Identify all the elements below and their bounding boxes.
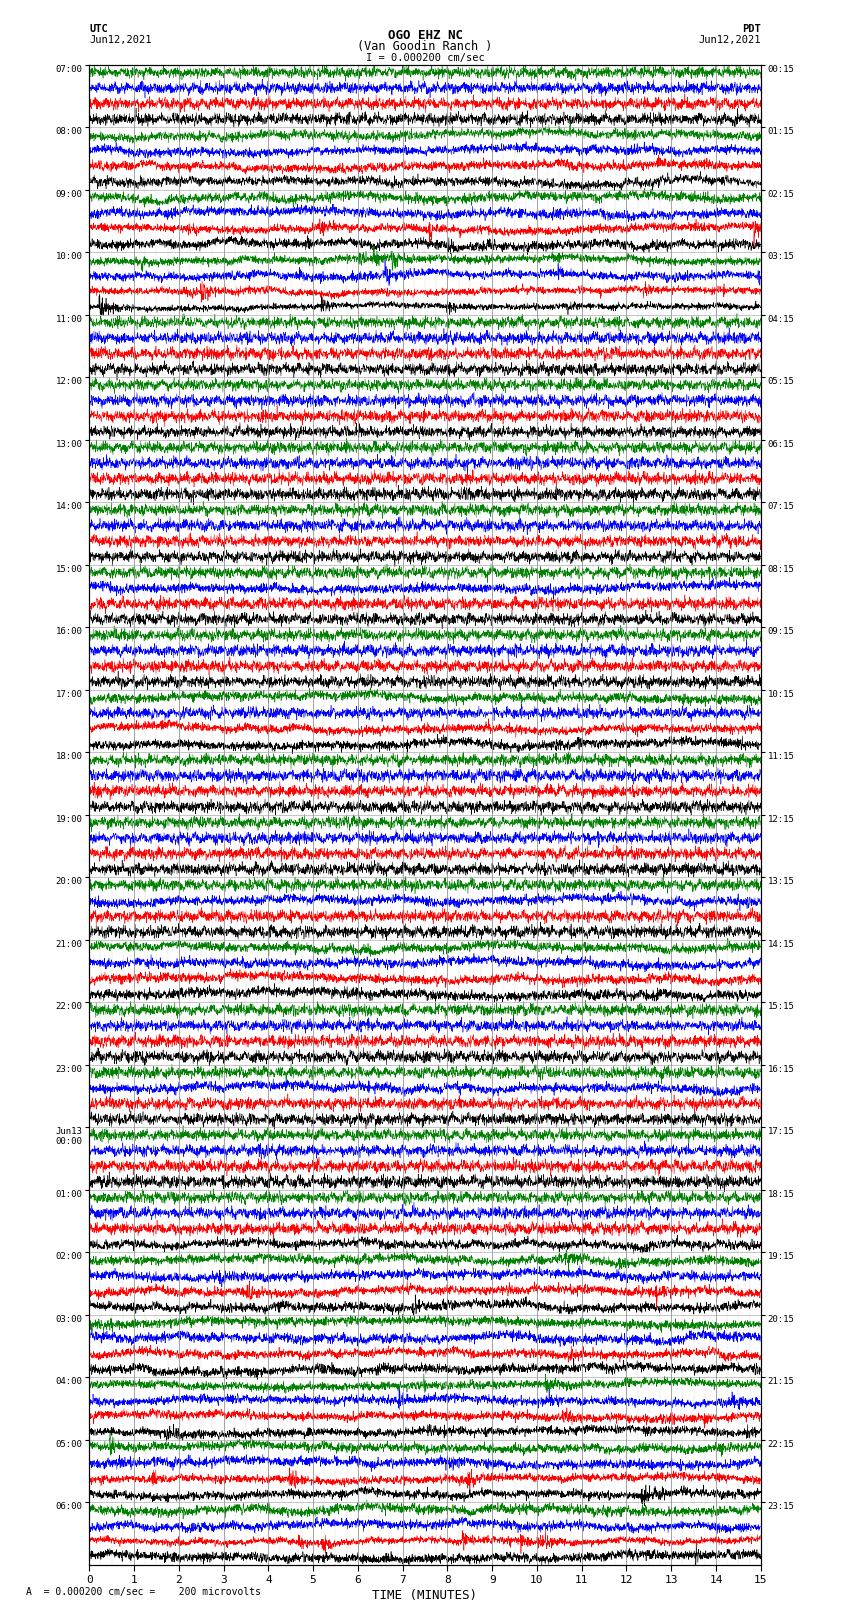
Text: Jun12,2021: Jun12,2021 — [698, 35, 761, 45]
Text: UTC: UTC — [89, 24, 108, 34]
Text: (Van Goodin Ranch ): (Van Goodin Ranch ) — [357, 40, 493, 53]
X-axis label: TIME (MINUTES): TIME (MINUTES) — [372, 1589, 478, 1602]
Text: A  = 0.000200 cm/sec =    200 microvolts: A = 0.000200 cm/sec = 200 microvolts — [26, 1587, 260, 1597]
Text: OGO EHZ NC: OGO EHZ NC — [388, 29, 462, 42]
Text: Jun12,2021: Jun12,2021 — [89, 35, 152, 45]
Text: PDT: PDT — [742, 24, 761, 34]
Text: I = 0.000200 cm/sec: I = 0.000200 cm/sec — [366, 53, 484, 63]
